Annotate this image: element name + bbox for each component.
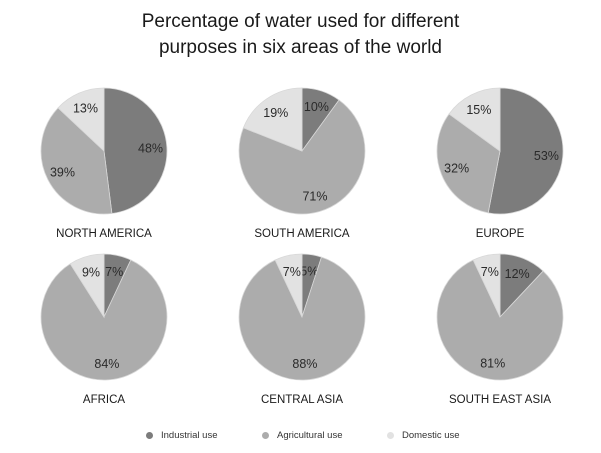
chart-title-line-1: Percentage of water used for different [141, 11, 460, 32]
pie-slice-south-east-asia-agricultural-use [436, 259, 564, 381]
pie-slice-africa-domestic-use [69, 253, 105, 319]
pie-slice-europe-domestic-use [448, 87, 501, 152]
chart-title-line-2: purposes in six areas of the world [158, 37, 443, 58]
pie-north-america: 48% 39% 13% NORTH AMERICA [40, 87, 168, 240]
pie-slice-central-asia-agricultural-use [238, 256, 366, 381]
slice-label-north-america-industrial-use: 48% [138, 142, 163, 156]
pie-central-asia: 5% 88% 7% CENTRAL ASIA [238, 253, 366, 406]
slice-label-africa-domestic-use: 9% [82, 266, 100, 280]
pie-slice-south-america-agricultural-use [238, 99, 366, 215]
pie-label-central-asia: CENTRAL ASIA [261, 394, 343, 406]
slice-label-north-america-domestic-use: 13% [73, 102, 98, 116]
chart-title: Percentage of water used for different p… [0, 9, 601, 61]
slice-label-central-asia-industrial-use: 5% [300, 264, 318, 278]
pie-africa: 7% 84% 9% AFRICA [40, 253, 168, 406]
slice-label-europe-agricultural-use: 32% [444, 162, 469, 176]
pie-slice-south-east-asia-domestic-use [472, 253, 501, 318]
legend-label-industrial: Industrial use [161, 430, 218, 441]
slice-label-south-east-asia-industrial-use: 12% [505, 267, 530, 281]
pie-slice-north-america-domestic-use [57, 87, 105, 152]
legend-swatch-domestic [387, 432, 394, 439]
pie-south-america: 10% 71% 19% SOUTH AMERICA [238, 87, 366, 240]
slice-label-south-america-agricultural-use: 71% [302, 189, 327, 203]
slice-label-south-america-domestic-use: 19% [263, 106, 288, 120]
slice-label-south-east-asia-agricultural-use: 81% [480, 357, 505, 371]
legend-item-agricultural: Agricultural use [262, 430, 342, 441]
slice-label-europe-domestic-use: 15% [466, 103, 491, 117]
pie-slice-south-america-domestic-use [242, 87, 303, 152]
pie-slice-north-america-industrial-use [103, 87, 168, 214]
slice-label-europe-industrial-use: 53% [534, 149, 559, 163]
pie-slice-central-asia-domestic-use [274, 253, 303, 318]
pie-slice-europe-agricultural-use [436, 113, 501, 214]
legend-swatch-industrial [146, 432, 153, 439]
legend-label-agricultural: Agricultural use [277, 430, 343, 441]
pie-label-europe: EUROPE [476, 228, 525, 240]
legend-label-domestic: Domestic use [402, 430, 460, 441]
pie-label-africa: AFRICA [83, 394, 126, 406]
pie-slice-europe-industrial-use [487, 87, 564, 215]
legend-item-domestic: Domestic use [387, 430, 460, 441]
legend-item-industrial: Industrial use [146, 430, 218, 441]
pie-slice-north-america-agricultural-use [40, 107, 113, 215]
legend-swatch-agricultural [262, 432, 269, 439]
pie-south-east-asia: 12% 81% 7% SOUTH EAST ASIA [436, 253, 564, 406]
pie-label-south-america: SOUTH AMERICA [254, 228, 350, 240]
pie-label-north-america: NORTH AMERICA [56, 228, 152, 240]
slice-label-central-asia-domestic-use: 7% [283, 265, 301, 279]
slice-label-africa-agricultural-use: 84% [94, 357, 119, 371]
pie-slice-africa-agricultural-use [40, 259, 168, 381]
pie-label-south-east-asia: SOUTH EAST ASIA [449, 394, 551, 406]
pie-europe: 53% 32% 15% EUROPE [436, 87, 564, 240]
slice-label-north-america-agricultural-use: 39% [50, 166, 75, 180]
slice-label-africa-industrial-use: 7% [105, 265, 123, 279]
legend: Industrial use Agricultural use Domestic… [0, 430, 601, 448]
slice-label-central-asia-agricultural-use: 88% [292, 357, 317, 371]
slice-label-south-east-asia-domestic-use: 7% [481, 265, 499, 279]
slice-label-south-america-industrial-use: 10% [304, 100, 329, 114]
